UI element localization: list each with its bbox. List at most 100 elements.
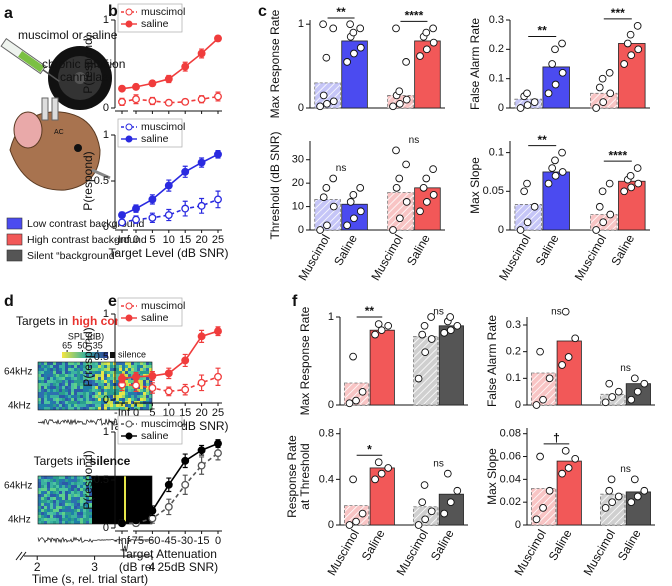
spectrogram-cell bbox=[71, 479, 74, 482]
spectrogram-cell bbox=[86, 371, 89, 374]
spectrogram-cell bbox=[47, 380, 50, 383]
spectrogram-cell bbox=[83, 491, 86, 494]
spectrogram-cell bbox=[68, 398, 71, 401]
spectrogram-cell bbox=[53, 386, 56, 389]
point bbox=[371, 330, 379, 339]
point bbox=[423, 198, 431, 206]
point bbox=[626, 171, 635, 180]
point bbox=[544, 89, 553, 98]
spectrogram-cell bbox=[143, 362, 146, 365]
point bbox=[561, 446, 570, 455]
spectrogram-cell bbox=[41, 404, 44, 407]
spectrogram-cell bbox=[74, 500, 77, 503]
x-tick-label: 10 bbox=[163, 234, 175, 246]
y-tick-label: 0.08 bbox=[500, 428, 521, 440]
point bbox=[350, 49, 358, 58]
spectrogram-cell bbox=[53, 404, 56, 407]
spectrogram-cell bbox=[71, 389, 74, 392]
spectrogram-cell bbox=[89, 521, 92, 524]
spectrogram-cell bbox=[95, 392, 98, 395]
spectrogram-cell bbox=[86, 380, 89, 383]
x-tick-label: Saline bbox=[331, 232, 360, 268]
spectrogram-cell bbox=[140, 386, 143, 389]
spectrogram-cell bbox=[65, 497, 68, 500]
y-tick-label: 0 bbox=[103, 394, 109, 406]
spectrogram-cell bbox=[56, 512, 59, 515]
point bbox=[558, 68, 567, 77]
spectrogram-cell bbox=[140, 380, 143, 383]
spectrogram-cell bbox=[71, 407, 74, 410]
spectrogram-cell bbox=[140, 392, 143, 395]
legend-label: saline bbox=[141, 133, 169, 145]
spectrogram-cell bbox=[62, 515, 65, 518]
spectrogram-cell bbox=[71, 395, 74, 398]
point bbox=[316, 226, 324, 234]
spectrogram-cell bbox=[77, 401, 80, 404]
spectrogram-cell bbox=[56, 386, 59, 389]
spectrogram-cell bbox=[65, 398, 68, 401]
spectrogram-cell bbox=[44, 404, 47, 407]
spectrogram-cell bbox=[71, 509, 74, 512]
spectrogram-cell bbox=[89, 377, 92, 380]
spectrogram-cell bbox=[71, 392, 74, 395]
legend-marker bbox=[125, 123, 133, 131]
spectrogram-cell bbox=[44, 371, 47, 374]
spectrogram-cell bbox=[110, 371, 113, 374]
point bbox=[558, 148, 566, 157]
legend-marker bbox=[125, 135, 133, 143]
spectrogram-cell bbox=[80, 362, 83, 365]
spectrogram-cell bbox=[95, 374, 98, 377]
spectrogram-cell bbox=[92, 383, 95, 386]
spectrogram-cell bbox=[146, 377, 149, 380]
spectrogram-cell bbox=[71, 521, 74, 524]
spectrogram-cell bbox=[65, 515, 68, 518]
spectrogram-cell bbox=[59, 383, 62, 386]
spectrogram-cell bbox=[62, 398, 65, 401]
spectrogram-cell bbox=[80, 518, 83, 521]
spectrogram-frame bbox=[37, 475, 153, 525]
spectrogram-cell bbox=[92, 371, 95, 374]
x-tick-label: Muscimol bbox=[572, 232, 609, 283]
spectrogram-cell bbox=[95, 365, 98, 368]
spectrogram-cell bbox=[86, 491, 89, 494]
y-tick-label: 0.4 bbox=[319, 473, 334, 485]
point bbox=[349, 352, 357, 361]
point bbox=[640, 379, 649, 388]
spectrogram-cell bbox=[47, 482, 50, 485]
x-tick-label: Saline bbox=[428, 527, 457, 563]
spectrogram-cell bbox=[119, 371, 122, 374]
spectrogram-cell bbox=[50, 479, 53, 482]
point bbox=[601, 504, 610, 512]
spectrogram-cell bbox=[104, 386, 107, 389]
point bbox=[614, 387, 623, 396]
spectrogram-cell bbox=[59, 398, 62, 401]
spectrogram-cell bbox=[56, 407, 59, 410]
spectrogram-cell bbox=[107, 380, 110, 383]
x-tick-label: Muscimol bbox=[512, 527, 549, 578]
spectrogram-cell bbox=[86, 518, 89, 521]
spectrogram-cell bbox=[140, 371, 143, 374]
spectrogram-cell bbox=[59, 389, 62, 392]
spectrogram-cell bbox=[77, 512, 80, 515]
spectrogram-cell bbox=[134, 392, 137, 395]
spectrogram-cell bbox=[92, 374, 95, 377]
spectrogram-cell bbox=[56, 503, 59, 506]
spectrogram-cell bbox=[116, 398, 119, 401]
significance-label: **** bbox=[608, 148, 627, 162]
spectrogram-cell bbox=[128, 392, 131, 395]
spectrogram-cell bbox=[38, 404, 41, 407]
x-tick-label: -15 bbox=[194, 535, 210, 547]
spectrogram-cell bbox=[83, 380, 86, 383]
x-tick-label: 0 bbox=[215, 535, 221, 547]
point bbox=[453, 321, 462, 330]
spectrogram-cell bbox=[68, 386, 71, 389]
spectrogram-cell bbox=[59, 503, 62, 506]
spectrogram-cell bbox=[98, 383, 101, 386]
spectrogram-cell bbox=[140, 398, 143, 401]
spectrogram-cell bbox=[71, 512, 74, 515]
spectrogram-cell bbox=[74, 392, 77, 395]
spectrogram-cell bbox=[62, 404, 65, 407]
x-tick-label: -75 bbox=[128, 535, 144, 547]
spectrogram-cell bbox=[104, 377, 107, 380]
panel-letter: a bbox=[4, 5, 13, 22]
